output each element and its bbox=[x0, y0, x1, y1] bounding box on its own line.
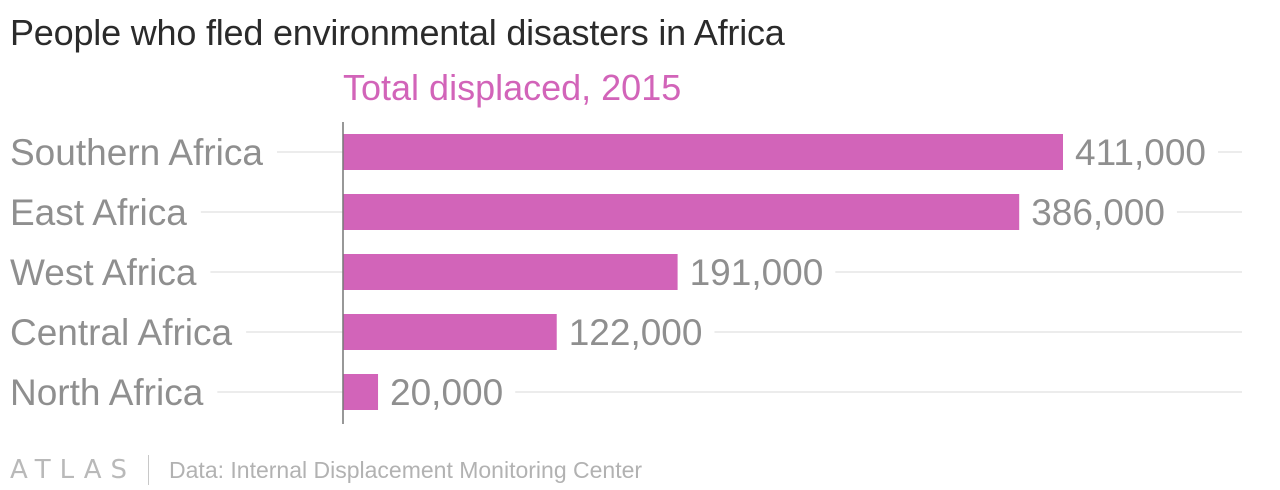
category-label: East Africa bbox=[10, 192, 187, 233]
value-label: 20,000 bbox=[390, 372, 503, 413]
chart-title: People who fled environmental disasters … bbox=[10, 12, 785, 53]
series-title: Total displaced, 2015 bbox=[343, 67, 682, 108]
bar-chart: Southern Africa 411,000 East Africa 386,000… bbox=[10, 122, 1242, 424]
bar bbox=[343, 254, 678, 290]
value-label: 386,000 bbox=[1031, 192, 1165, 233]
category-label: North Africa bbox=[10, 372, 204, 413]
value-label: 411,000 bbox=[1075, 132, 1206, 173]
category-label: West Africa bbox=[10, 252, 197, 293]
category-label: Central Africa bbox=[10, 312, 233, 353]
category-label: Southern Africa bbox=[10, 132, 263, 173]
bar bbox=[343, 134, 1063, 170]
footer: ATLAS Data: Internal Displacement Monito… bbox=[10, 452, 642, 488]
value-label: 122,000 bbox=[569, 312, 703, 353]
value-label: 191,000 bbox=[690, 252, 824, 293]
atlas-logo: ATLAS bbox=[10, 455, 137, 485]
bar bbox=[343, 314, 557, 350]
footer-divider bbox=[148, 455, 150, 485]
bar bbox=[343, 374, 379, 410]
source-note: Data: Internal Displacement Monitoring C… bbox=[169, 456, 643, 483]
bar bbox=[343, 194, 1020, 230]
